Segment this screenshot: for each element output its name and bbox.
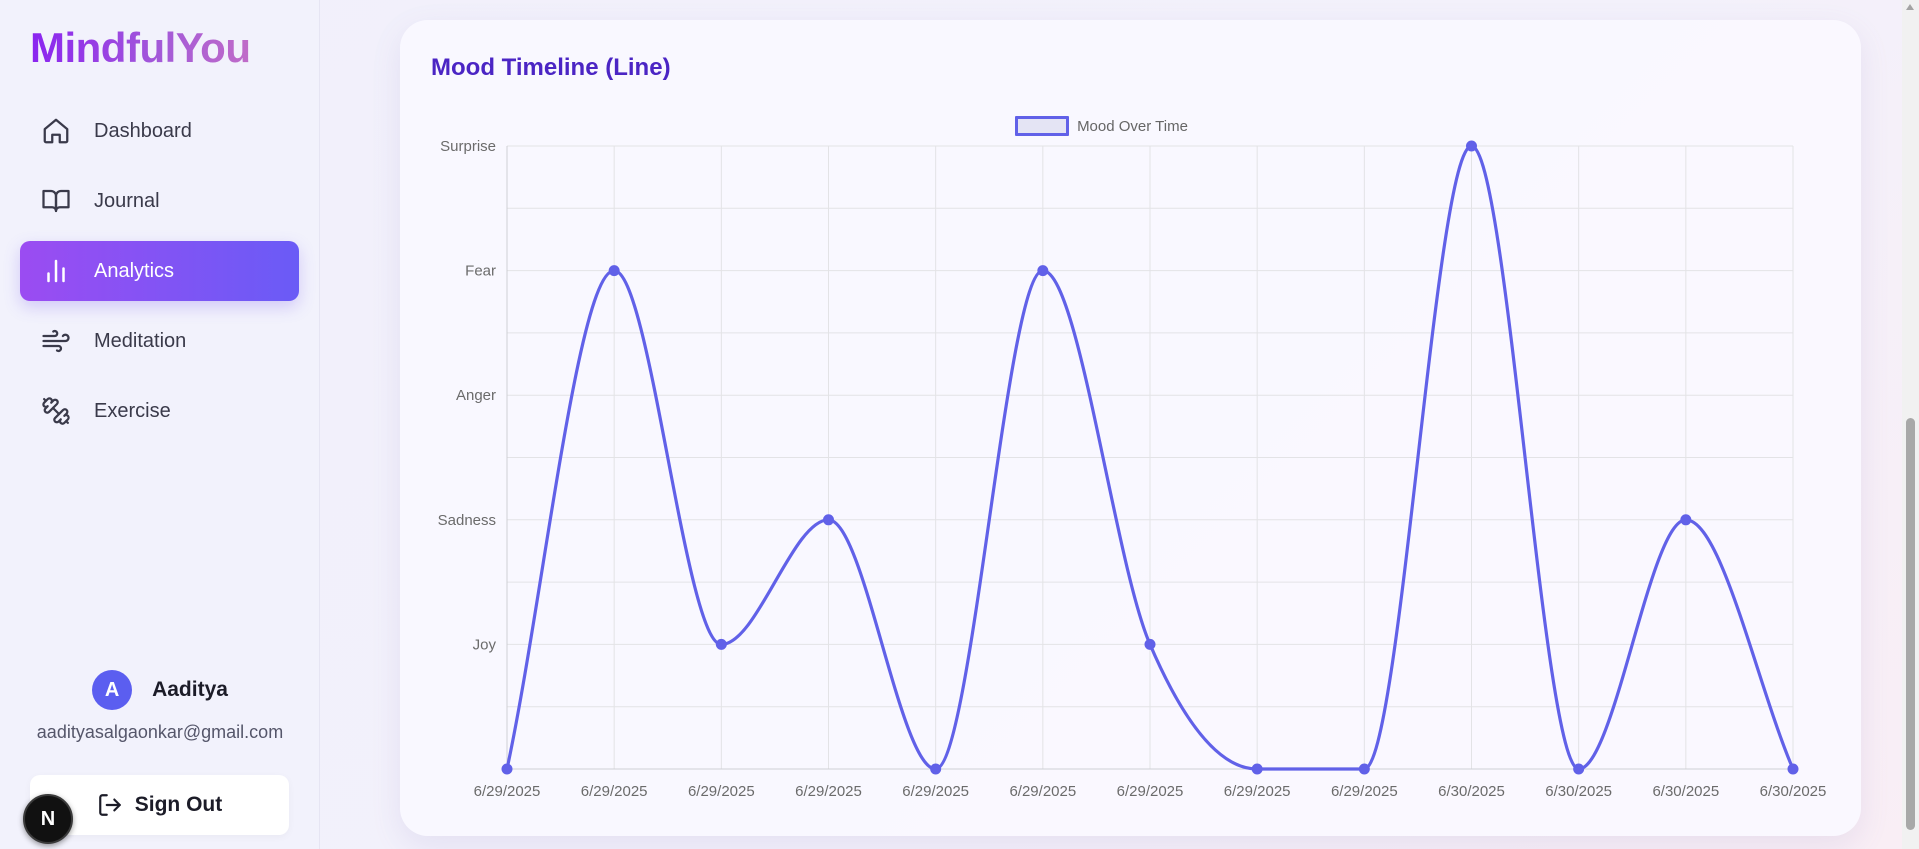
y-tick-label: Sadness <box>438 512 496 529</box>
x-tick-label: 6/30/2025 <box>1652 783 1719 800</box>
data-point <box>608 265 620 277</box>
sidebar: MindfulYou Dashboard Journal <box>0 0 320 849</box>
data-point <box>1251 763 1263 775</box>
bar-chart-icon <box>40 255 72 287</box>
data-point <box>823 514 834 526</box>
x-tick-label: 6/29/2025 <box>474 783 541 800</box>
avatar: A <box>92 670 133 710</box>
x-tick-label: 6/29/2025 <box>1331 783 1398 800</box>
user-name: Aaditya <box>152 678 228 701</box>
legend-swatch <box>1015 116 1070 136</box>
sidebar-item-analytics[interactable]: Analytics <box>20 241 299 301</box>
home-icon <box>40 115 72 147</box>
card-title: Mood Timeline (Line) <box>431 54 671 81</box>
x-tick-label: 6/29/2025 <box>902 783 969 800</box>
data-point <box>1037 265 1049 277</box>
x-tick-label: 6/29/2025 <box>1117 783 1184 800</box>
page-scrollbar[interactable] <box>1902 0 1919 849</box>
book-icon <box>40 185 72 217</box>
x-tick-label: 6/30/2025 <box>1438 783 1505 800</box>
sidebar-item-dashboard[interactable]: Dashboard <box>20 101 299 161</box>
x-tick-label: 6/30/2025 <box>1760 783 1827 800</box>
data-point <box>1787 763 1799 775</box>
sidebar-nav: Dashboard Journal Analytics <box>20 101 299 451</box>
chart-legend[interactable]: Mood Over Time <box>400 116 1861 136</box>
scroll-thumb[interactable] <box>1906 418 1915 830</box>
data-point <box>1466 140 1477 152</box>
sidebar-item-label: Meditation <box>94 329 187 352</box>
mood-timeline-card: Mood Timeline (Line) Mood Over Time Joy S… <box>400 20 1861 836</box>
y-tick-label: Fear <box>465 263 496 280</box>
x-tick-label: 6/29/2025 <box>1224 783 1291 800</box>
dev-tools-badge[interactable]: N <box>23 794 73 844</box>
series-line <box>505 144 1795 771</box>
x-tick-label: 6/29/2025 <box>581 783 648 800</box>
log-out-icon <box>97 791 125 819</box>
wind-icon <box>40 325 72 357</box>
user-email: aadityasalgaonkar@gmail.com <box>36 722 284 742</box>
y-tick-label: Joy <box>473 636 497 653</box>
data-point <box>1144 638 1156 650</box>
sidebar-item-journal[interactable]: Journal <box>20 171 299 231</box>
sidebar-item-label: Analytics <box>94 259 175 282</box>
brand-logo[interactable]: MindfulYou <box>30 24 251 71</box>
sign-out-label: Sign Out <box>134 793 223 816</box>
data-point <box>1358 763 1370 775</box>
x-tick-label: 6/29/2025 <box>1009 783 1076 800</box>
data-point <box>715 638 727 650</box>
y-tick-label: Surprise <box>440 138 496 155</box>
sign-out-button[interactable]: Sign Out <box>30 775 289 835</box>
user-profile: A Aaditya aadityasalgaonkar@gmail.com <box>30 670 290 743</box>
y-tick-label: Anger <box>456 387 496 404</box>
dumbbell-icon <box>40 395 72 427</box>
x-tick-label: 6/30/2025 <box>1545 783 1612 800</box>
sidebar-item-label: Exercise <box>94 399 171 422</box>
data-point <box>1680 514 1692 526</box>
x-tick-label: 6/29/2025 <box>688 783 755 800</box>
scroll-up-icon[interactable] <box>1906 4 1914 10</box>
sidebar-item-exercise[interactable]: Exercise <box>20 381 299 441</box>
legend-label: Mood Over Time <box>1077 117 1188 135</box>
sidebar-item-label: Journal <box>94 189 160 212</box>
mood-line-chart: Joy Sadness Anger Fear Surprise 6/29/2025 6/29… <box>438 138 1827 800</box>
data-point <box>930 763 942 775</box>
sidebar-item-label: Dashboard <box>94 119 192 142</box>
data-point <box>1573 763 1585 775</box>
x-tick-label: 6/29/2025 <box>795 783 862 800</box>
sidebar-item-meditation[interactable]: Meditation <box>20 311 299 371</box>
data-point <box>501 763 513 775</box>
